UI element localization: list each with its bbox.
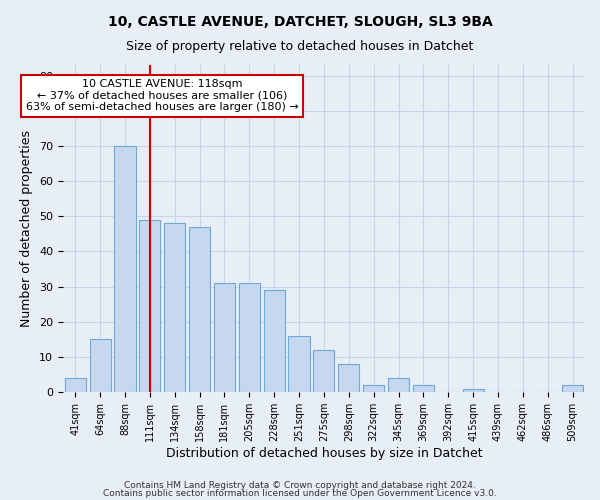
Y-axis label: Number of detached properties: Number of detached properties: [20, 130, 34, 327]
Bar: [388, 378, 409, 392]
Text: Contains HM Land Registry data © Crown copyright and database right 2024.: Contains HM Land Registry data © Crown c…: [124, 480, 476, 490]
Bar: [313, 350, 334, 392]
Bar: [413, 385, 434, 392]
Bar: [65, 378, 86, 392]
Text: 10 CASTLE AVENUE: 118sqm
← 37% of detached houses are smaller (106)
63% of semi-: 10 CASTLE AVENUE: 118sqm ← 37% of detach…: [26, 79, 299, 112]
Bar: [363, 385, 384, 392]
Bar: [139, 220, 160, 392]
Bar: [562, 385, 583, 392]
Bar: [463, 388, 484, 392]
Bar: [189, 227, 210, 392]
Bar: [289, 336, 310, 392]
Bar: [338, 364, 359, 392]
X-axis label: Distribution of detached houses by size in Datchet: Distribution of detached houses by size …: [166, 447, 482, 460]
Text: Contains public sector information licensed under the Open Government Licence v3: Contains public sector information licen…: [103, 489, 497, 498]
Bar: [164, 224, 185, 392]
Text: Size of property relative to detached houses in Datchet: Size of property relative to detached ho…: [127, 40, 473, 53]
Bar: [214, 283, 235, 392]
Bar: [89, 340, 110, 392]
Bar: [239, 283, 260, 392]
Bar: [115, 146, 136, 392]
Text: 10, CASTLE AVENUE, DATCHET, SLOUGH, SL3 9BA: 10, CASTLE AVENUE, DATCHET, SLOUGH, SL3 …: [107, 15, 493, 29]
Bar: [263, 290, 285, 392]
